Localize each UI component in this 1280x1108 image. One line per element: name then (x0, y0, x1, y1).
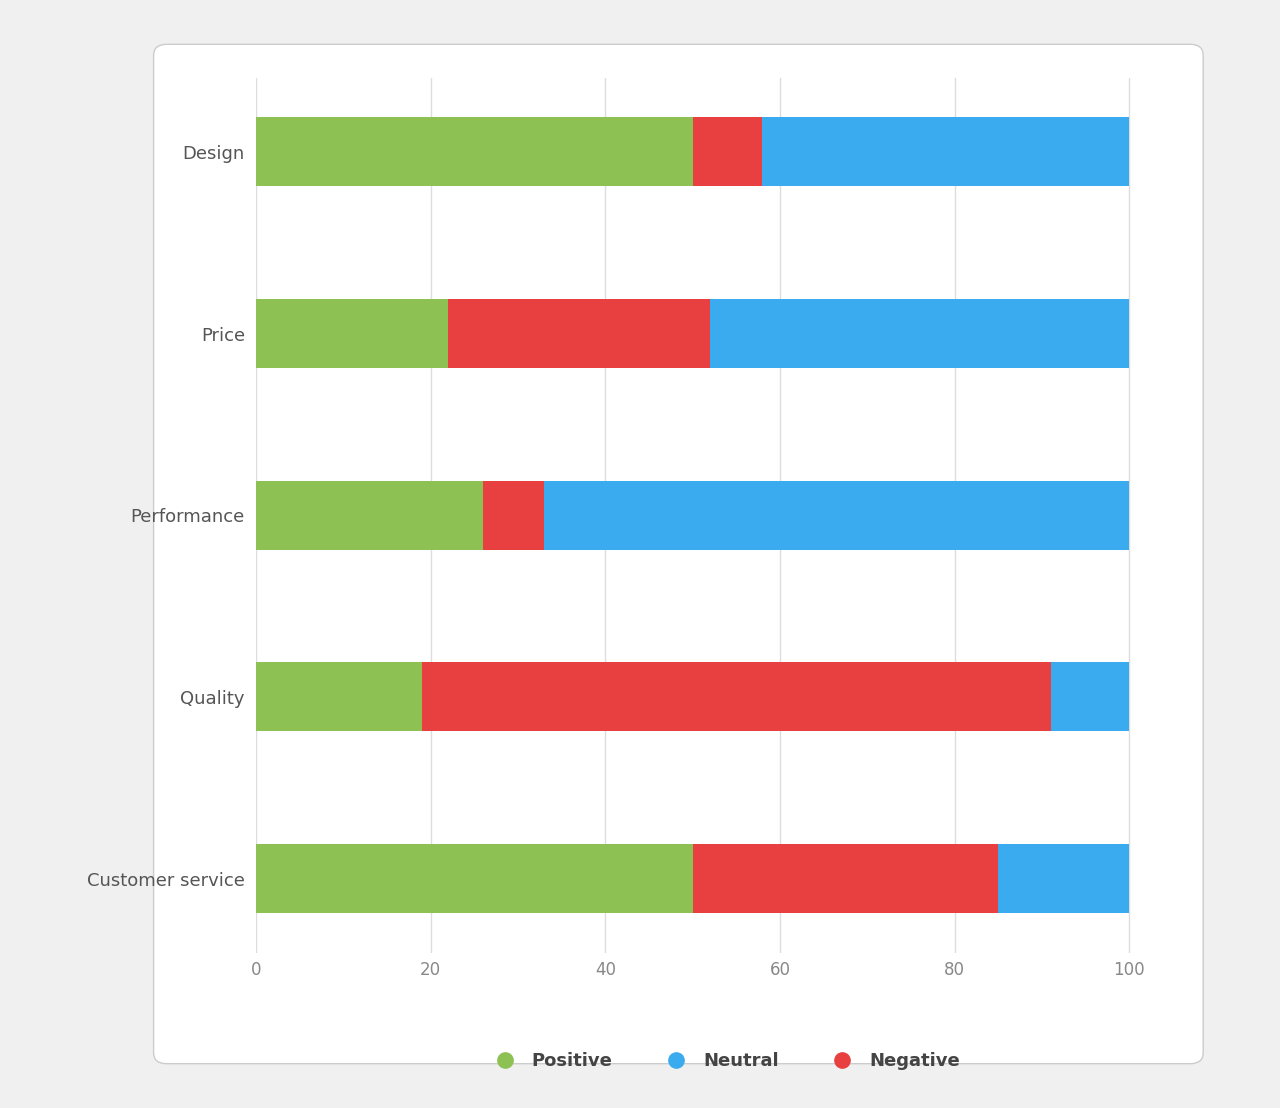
Bar (256, 299, 448, 368)
Bar (763, 117, 1129, 186)
Legend: Positive, Neutral, Negative: Positive, Neutral, Negative (477, 1044, 969, 1079)
Bar (256, 663, 422, 731)
Bar (422, 663, 1051, 731)
Bar (692, 844, 998, 913)
Bar (256, 481, 483, 550)
Bar (256, 117, 692, 186)
Bar (256, 844, 692, 913)
Bar (448, 299, 710, 368)
Bar (998, 844, 1129, 913)
Bar (544, 481, 1129, 550)
Bar (1051, 663, 1129, 731)
Bar (692, 117, 763, 186)
Bar (483, 481, 544, 550)
Bar (710, 299, 1129, 368)
